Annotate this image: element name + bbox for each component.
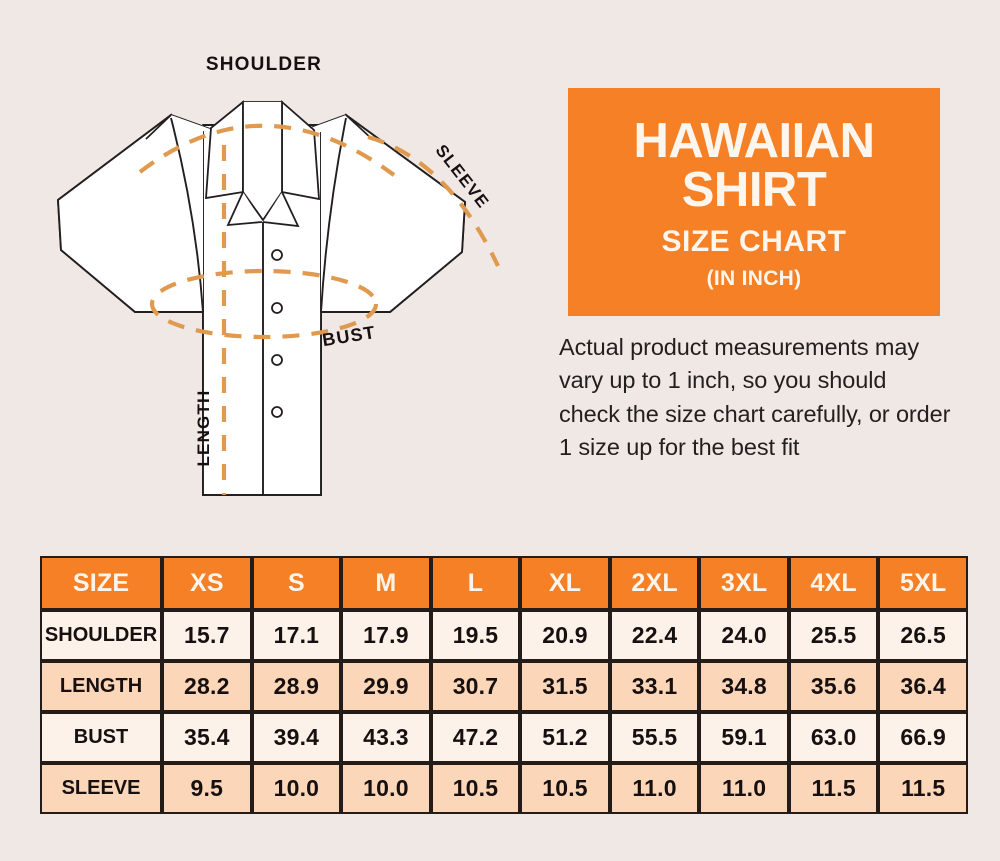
shirt-diagram: SHOULDER SLEEVE BUST LENGTH xyxy=(28,40,548,520)
row-label-shoulder: SHOULDER xyxy=(40,610,163,661)
table-row: LENGTH 28.2 28.9 29.9 30.7 31.5 33.1 34.… xyxy=(40,661,968,712)
sleeve-guide-line xyxy=(367,134,500,267)
cell-length-m: 29.9 xyxy=(341,661,431,712)
cell-bust-s: 39.4 xyxy=(251,712,342,763)
header-s: S xyxy=(251,556,342,610)
cell-sleeve-2xl: 11.0 xyxy=(609,763,700,814)
cell-sleeve-xl: 10.5 xyxy=(520,763,610,814)
cell-length-2xl: 33.1 xyxy=(609,661,700,712)
left-lapel-fold xyxy=(226,191,263,227)
cell-sleeve-s: 10.0 xyxy=(251,763,342,814)
bust-label: BUST xyxy=(321,322,377,350)
cell-bust-xl: 51.2 xyxy=(520,712,610,763)
size-chart-table-wrapper: SIZE XS S M L XL 2XL 3XL 4XL 5XL SHOULDE… xyxy=(40,556,968,814)
cell-bust-3xl: 59.1 xyxy=(699,712,789,763)
cell-sleeve-xs: 9.5 xyxy=(162,763,252,814)
button-3 xyxy=(271,354,283,366)
cell-bust-2xl: 55.5 xyxy=(609,712,700,763)
cell-length-xs: 28.2 xyxy=(162,661,252,712)
header-xl: XL xyxy=(520,556,610,610)
button-4 xyxy=(271,406,283,418)
right-armhole-seam xyxy=(320,117,347,313)
cell-length-4xl: 35.6 xyxy=(788,661,879,712)
size-chart-table: SIZE XS S M L XL 2XL 3XL 4XL 5XL SHOULDE… xyxy=(40,556,968,814)
description-text: Actual product measurements may vary up … xyxy=(559,334,951,461)
table-row: SHOULDER 15.7 17.1 17.9 19.5 20.9 22.4 2… xyxy=(40,610,968,661)
cell-length-3xl: 34.8 xyxy=(699,661,789,712)
cell-bust-4xl: 63.0 xyxy=(788,712,879,763)
cell-shoulder-l: 19.5 xyxy=(430,610,521,661)
cell-sleeve-4xl: 11.5 xyxy=(788,763,879,814)
cell-length-xl: 31.5 xyxy=(520,661,610,712)
cell-bust-m: 43.3 xyxy=(341,712,431,763)
table-row: SLEEVE 9.5 10.0 10.0 10.5 10.5 11.0 11.0… xyxy=(40,763,968,814)
header-xs: XS xyxy=(162,556,252,610)
cell-shoulder-xl: 20.9 xyxy=(520,610,610,661)
header-m: M xyxy=(341,556,431,610)
right-lapel-fold xyxy=(262,191,300,228)
title-block: HAWAIIAN SHIRT SIZE CHART (IN INCH) xyxy=(568,88,940,316)
title-line-unit: (IN INCH) xyxy=(706,266,802,290)
cell-shoulder-s: 17.1 xyxy=(251,610,342,661)
cell-length-s: 28.9 xyxy=(251,661,342,712)
collar-right-leaf xyxy=(281,100,320,201)
cell-sleeve-3xl: 11.0 xyxy=(699,763,789,814)
row-label-sleeve: SLEEVE xyxy=(40,763,163,814)
cell-length-l: 30.7 xyxy=(430,661,521,712)
cell-bust-xs: 35.4 xyxy=(162,712,252,763)
shoulder-label: SHOULDER xyxy=(206,54,322,75)
shirt-body-outline xyxy=(202,312,322,496)
cell-sleeve-l: 10.5 xyxy=(430,763,521,814)
cell-shoulder-5xl: 26.5 xyxy=(878,610,968,661)
row-label-bust: BUST xyxy=(40,712,163,763)
title-line-hawaiian: HAWAIIAN xyxy=(633,113,876,168)
cell-shoulder-4xl: 25.5 xyxy=(788,610,879,661)
header-4xl: 4XL xyxy=(788,556,879,610)
cell-bust-l: 47.2 xyxy=(430,712,521,763)
cell-shoulder-m: 17.9 xyxy=(341,610,431,661)
cell-shoulder-xs: 15.7 xyxy=(162,610,252,661)
header-3xl: 3XL xyxy=(699,556,789,610)
title-line-shirt: SHIRT xyxy=(681,162,827,217)
collar-inner-v xyxy=(242,102,283,222)
bust-guide-line xyxy=(149,268,379,340)
title-line-size-chart: SIZE CHART xyxy=(661,225,847,259)
cell-shoulder-2xl: 22.4 xyxy=(609,610,700,661)
table-header-row: SIZE XS S M L XL 2XL 3XL 4XL 5XL xyxy=(40,556,968,610)
header-size: SIZE xyxy=(40,556,163,610)
cell-bust-5xl: 66.9 xyxy=(878,712,968,763)
button-2 xyxy=(271,302,283,314)
top-section: SHOULDER SLEEVE BUST LENGTH HAWAIIAN SHI… xyxy=(28,40,951,520)
length-label: LENGTH xyxy=(194,389,213,466)
button-1 xyxy=(271,249,283,261)
cell-sleeve-5xl: 11.5 xyxy=(878,763,968,814)
shoulder-guide-line xyxy=(138,123,396,177)
header-l: L xyxy=(430,556,521,610)
row-label-length: LENGTH xyxy=(40,661,163,712)
header-2xl: 2XL xyxy=(609,556,700,610)
cell-length-5xl: 36.4 xyxy=(878,661,968,712)
header-5xl: 5XL xyxy=(878,556,968,610)
table-row: BUST 35.4 39.4 43.3 47.2 51.2 55.5 59.1 … xyxy=(40,712,968,763)
cell-shoulder-3xl: 24.0 xyxy=(699,610,789,661)
left-armhole-seam xyxy=(170,117,204,313)
cell-sleeve-m: 10.0 xyxy=(341,763,431,814)
